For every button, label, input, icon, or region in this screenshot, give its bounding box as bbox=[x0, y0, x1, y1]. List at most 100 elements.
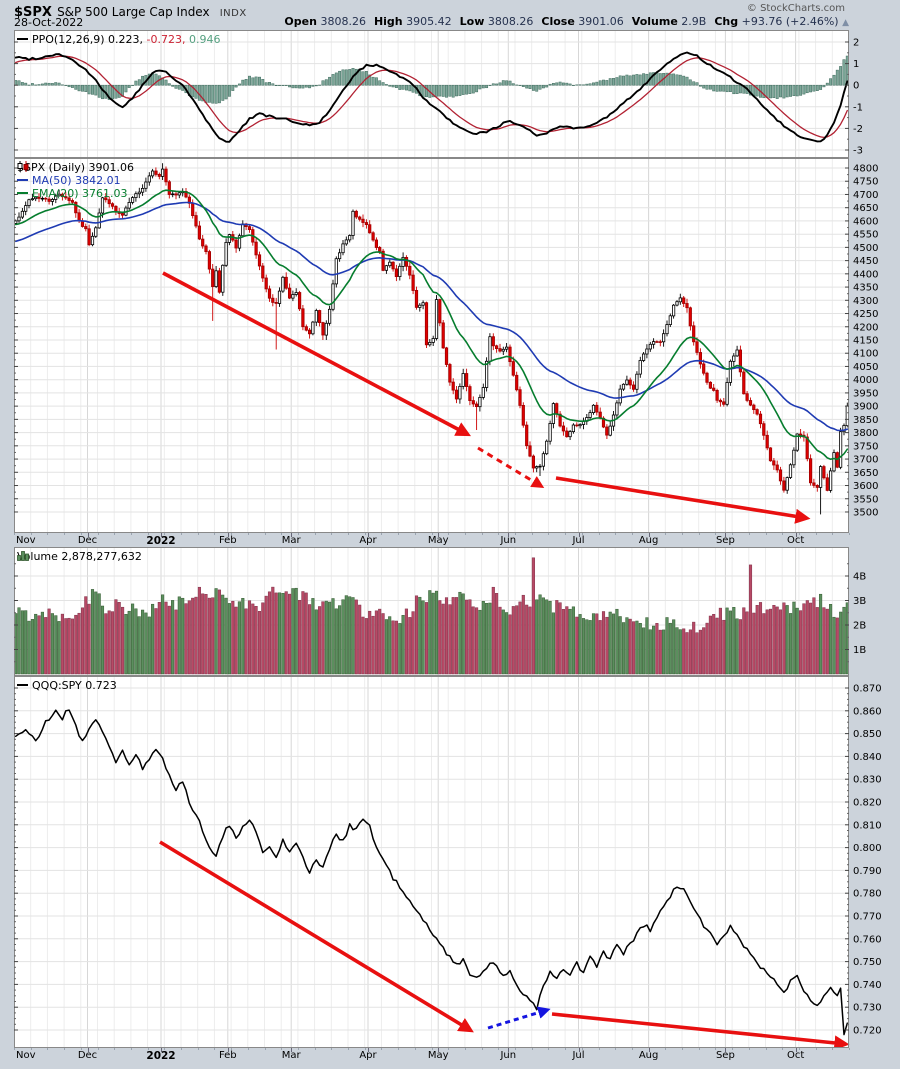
x-axis-minor-tick bbox=[698, 1048, 700, 1050]
volume-bars bbox=[14, 557, 849, 675]
x-axis-month-tick bbox=[291, 1048, 293, 1052]
x-axis-minor-tick bbox=[598, 533, 600, 535]
svg-text:2B: 2B bbox=[853, 621, 866, 632]
svg-text:0.770: 0.770 bbox=[853, 912, 882, 923]
x-axis-minor-tick bbox=[548, 533, 550, 535]
high-value: 3905.42 bbox=[406, 15, 452, 28]
x-axis-label: Feb bbox=[218, 535, 237, 546]
x-axis-minor-tick bbox=[331, 533, 333, 535]
x-axis-minor-tick bbox=[815, 1048, 817, 1050]
x-axis-month-tick bbox=[648, 1048, 650, 1052]
svg-text:2: 2 bbox=[853, 38, 859, 49]
x-axis-month-tick bbox=[227, 533, 229, 537]
svg-text:3550: 3550 bbox=[853, 494, 878, 505]
x-axis-minor-tick bbox=[381, 533, 383, 535]
svg-text:4150: 4150 bbox=[853, 335, 878, 346]
x-axis-label: Jun bbox=[500, 535, 517, 546]
x-axis-label: Jul bbox=[572, 535, 585, 546]
x-axis-minor-tick bbox=[615, 1048, 617, 1050]
x-axis-minor-tick bbox=[448, 533, 450, 535]
x-axis-label: Jun bbox=[500, 1050, 517, 1061]
svg-text:3650: 3650 bbox=[853, 468, 878, 479]
x-axis-minor-tick bbox=[97, 1048, 99, 1050]
volume-panel: 4B 3B 2B 1B bbox=[14, 547, 866, 676]
x-axis-label: Nov bbox=[16, 1050, 36, 1061]
svg-text:-2: -2 bbox=[853, 124, 863, 135]
svg-text:4100: 4100 bbox=[853, 349, 878, 360]
svg-text:4200: 4200 bbox=[853, 322, 878, 333]
x-axis-minor-tick bbox=[581, 1048, 583, 1050]
x-axis-minor-tick bbox=[331, 1048, 333, 1050]
x-axis-minor-tick bbox=[97, 533, 99, 535]
x-axis-minor-tick bbox=[348, 1048, 349, 1050]
x-axis-minor-tick bbox=[398, 533, 400, 535]
x-axis-minor-tick bbox=[231, 533, 233, 535]
x-axis-minor-tick bbox=[782, 1048, 784, 1050]
high-label: High bbox=[373, 15, 403, 28]
ratio-panel: 0.870 0.860 0.850 0.840 0.830 0.820 0.810 0.800… bbox=[14, 676, 882, 1048]
svg-text:4400: 4400 bbox=[853, 269, 878, 280]
x-axis-label: Oct bbox=[786, 535, 805, 546]
x-axis-label: Dec bbox=[77, 535, 98, 546]
svg-text:0.730: 0.730 bbox=[853, 1003, 882, 1014]
open-value: 3808.26 bbox=[320, 15, 366, 28]
x-axis-month-tick bbox=[508, 533, 510, 537]
x-axis-minor-tick bbox=[130, 1048, 132, 1050]
x-axis-month-tick bbox=[161, 1048, 162, 1052]
svg-text:0.760: 0.760 bbox=[853, 934, 882, 945]
x-axis-minor-tick bbox=[665, 1048, 667, 1050]
x-axis-minor-tick bbox=[448, 1048, 450, 1050]
x-axis-minor-tick bbox=[64, 533, 66, 535]
x-axis-month-tick bbox=[795, 1048, 797, 1052]
x-axis-minor-tick bbox=[849, 1048, 850, 1050]
x-axis-minor-tick bbox=[631, 533, 633, 535]
x-axis-minor-tick bbox=[30, 533, 32, 535]
svg-text:0.810: 0.810 bbox=[853, 820, 882, 831]
volume-label: Volume bbox=[631, 15, 678, 28]
x-axis-month-tick bbox=[725, 533, 727, 537]
x-axis-minor-tick bbox=[565, 1048, 567, 1050]
copyright: © StockCharts.com bbox=[746, 3, 845, 14]
svg-text:4650: 4650 bbox=[853, 203, 878, 214]
x-axis-month-tick bbox=[438, 533, 440, 537]
svg-text:4600: 4600 bbox=[853, 216, 878, 227]
x-axis-minor-tick bbox=[698, 533, 700, 535]
x-axis-minor-tick bbox=[364, 1048, 366, 1050]
svg-text:-1: -1 bbox=[853, 102, 863, 113]
x-axis-minor-tick bbox=[164, 1048, 166, 1050]
svg-text:4350: 4350 bbox=[853, 283, 878, 294]
svg-text:4250: 4250 bbox=[853, 309, 878, 320]
x-axis-minor-tick bbox=[748, 533, 750, 535]
x-axis-label: Mar bbox=[281, 535, 301, 546]
quote-low: Low 3808.26 bbox=[460, 15, 534, 28]
x-axis-minor-tick bbox=[798, 533, 800, 535]
x-axis-minor-tick bbox=[498, 1048, 500, 1050]
svg-text:0.790: 0.790 bbox=[853, 866, 882, 877]
x-axis-minor-tick bbox=[464, 1048, 466, 1050]
svg-text:3500: 3500 bbox=[853, 507, 878, 518]
close-value: 3901.06 bbox=[578, 15, 624, 28]
x-axis-month-tick bbox=[87, 533, 89, 537]
quote-chg: Chg +93.76 (+2.46%) ▲ bbox=[714, 15, 849, 28]
x-axis-minor-tick bbox=[682, 533, 683, 535]
x-axis-label: Oct bbox=[786, 1050, 805, 1061]
x-axis-minor-tick bbox=[14, 533, 15, 535]
quote-line: Open 3808.26 High 3905.42 Low 3808.26 Close… bbox=[276, 15, 849, 28]
ppo-panel: 2 1 0 -1 -2 -3 bbox=[14, 30, 863, 158]
x-axis-minor-tick bbox=[197, 533, 199, 535]
svg-text:0.830: 0.830 bbox=[853, 775, 882, 786]
svg-text:0.870: 0.870 bbox=[853, 684, 882, 695]
x-axis-label: May bbox=[427, 1050, 449, 1061]
svg-text:-3: -3 bbox=[853, 146, 863, 157]
symbol: $SPX bbox=[14, 5, 52, 20]
svg-text:4B: 4B bbox=[853, 572, 866, 583]
svg-text:3950: 3950 bbox=[853, 388, 878, 399]
svg-text:4500: 4500 bbox=[853, 243, 878, 254]
svg-text:3600: 3600 bbox=[853, 481, 878, 492]
svg-text:4700: 4700 bbox=[853, 190, 878, 201]
x-axis-label: Apr bbox=[359, 535, 377, 546]
svg-text:4550: 4550 bbox=[853, 230, 878, 241]
svg-text:3900: 3900 bbox=[853, 402, 878, 413]
x-axis-minor-tick bbox=[214, 533, 216, 535]
svg-text:0: 0 bbox=[853, 81, 859, 92]
